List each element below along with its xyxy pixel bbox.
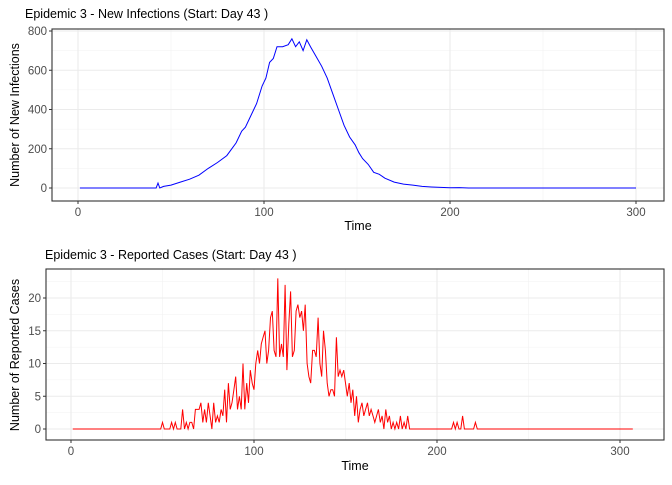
y-tick-label: 5 (35, 391, 41, 403)
y-tick-label: 800 (28, 26, 47, 38)
chart-title: Epidemic 3 - New Infections (Start: Day … (25, 7, 268, 21)
x-tick-label: 200 (427, 446, 446, 458)
y-axis-label: Number of New Infections (8, 43, 22, 187)
x-tick-label: 300 (610, 446, 629, 458)
y-tick-label: 10 (28, 359, 41, 371)
plot-border (45, 268, 665, 441)
x-tick-label: 0 (68, 446, 74, 458)
y-tick-label: 20 (28, 293, 41, 305)
plot-border (51, 28, 665, 202)
chart-title: Epidemic 3 - Reported Cases (Start: Day … (45, 248, 297, 262)
x-tick-label: 100 (244, 446, 263, 458)
x-tick-label: 0 (75, 207, 81, 219)
x-axis-label: Time (341, 459, 368, 473)
y-tick-label: 0 (41, 183, 47, 195)
new-infections-panel: 0 100 200 300 0 200 400 600 800 Epidemic 3 - New … (8, 7, 665, 233)
x-tick-label: 300 (626, 207, 645, 219)
y-axis-label: Number of Reported Cases (8, 279, 22, 431)
x-tick-label: 100 (254, 207, 273, 219)
plot-background (52, 29, 664, 201)
x-axis-label: Time (344, 219, 371, 233)
y-tick-label: 200 (28, 144, 47, 156)
reported-cases-panel: 0 100 200 300 0 5 10 15 20 Epidemic 3 - Reported … (8, 248, 665, 473)
x-tick-label: 200 (440, 207, 459, 219)
y-tick-label: 600 (28, 65, 47, 77)
y-tick-label: 400 (28, 105, 47, 117)
y-tick-label: 15 (28, 326, 41, 338)
y-tick-label: 0 (35, 424, 41, 436)
series-line (72, 278, 633, 431)
series-line (79, 37, 636, 189)
